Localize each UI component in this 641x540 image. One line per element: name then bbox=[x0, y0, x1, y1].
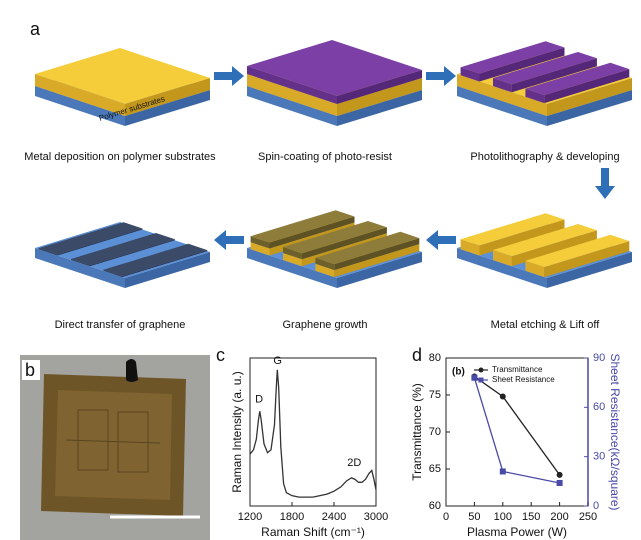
marker bbox=[557, 472, 563, 478]
step-caption: Metal deposition on polymer substrates bbox=[24, 151, 216, 163]
legend-label: Sheet Resistance bbox=[492, 375, 555, 384]
y-axis-label: Transmittance (%) bbox=[410, 383, 424, 481]
arrow bbox=[426, 230, 456, 250]
annotation: 2D bbox=[347, 457, 361, 469]
x-axis-label: Plasma Power (W) bbox=[467, 525, 567, 539]
y-tick-label: 60 bbox=[429, 500, 441, 512]
x-tick-label: 50 bbox=[468, 511, 480, 523]
y-tick-label: 65 bbox=[429, 463, 441, 475]
x-tick-label: 150 bbox=[522, 511, 540, 523]
y2-tick-label: 0 bbox=[593, 500, 599, 512]
arrow bbox=[595, 168, 615, 199]
process-diagram: Polymer substrates bbox=[35, 40, 632, 288]
panel-label: d bbox=[412, 345, 422, 365]
x-tick-label: 100 bbox=[494, 511, 512, 523]
y-tick-label: 80 bbox=[429, 352, 441, 364]
x-tick-label: 2400 bbox=[322, 511, 346, 523]
x-tick-label: 0 bbox=[443, 511, 449, 523]
marker bbox=[557, 480, 563, 486]
arrow bbox=[214, 66, 244, 86]
step-caption: Direct transfer of graphene bbox=[55, 319, 186, 331]
y2-tick-label: 30 bbox=[593, 451, 605, 463]
y-tick-label: 70 bbox=[429, 426, 441, 438]
step-caption: Metal etching & Lift off bbox=[491, 319, 601, 331]
x-tick-label: 3000 bbox=[364, 511, 388, 523]
x-axis-label: Raman Shift (cm⁻¹) bbox=[261, 525, 365, 539]
legend-marker bbox=[479, 368, 484, 373]
line bbox=[474, 378, 559, 483]
x-tick-label: 250 bbox=[579, 511, 597, 523]
arrow bbox=[214, 230, 244, 250]
step-caption: Photolithography & developing bbox=[470, 151, 619, 163]
panel-label: c bbox=[216, 345, 225, 365]
panel-label: b bbox=[25, 360, 35, 380]
plot-frame bbox=[250, 358, 376, 506]
sample-region bbox=[55, 390, 172, 500]
step-caption: Spin-coating of photo-resist bbox=[258, 151, 392, 163]
y2-axis-label: Sheet Resistance(kΩ/square) bbox=[608, 353, 622, 510]
arrow bbox=[426, 66, 456, 86]
y2-tick-label: 60 bbox=[593, 401, 605, 413]
marker bbox=[500, 468, 506, 474]
line bbox=[250, 370, 376, 497]
y-tick-label: 75 bbox=[429, 389, 441, 401]
x-tick-label: 1200 bbox=[238, 511, 262, 523]
annotation: D bbox=[255, 393, 263, 405]
legend-title: (b) bbox=[452, 367, 465, 378]
marker bbox=[500, 393, 506, 399]
legend-label: Transmittance bbox=[492, 365, 543, 374]
photo: b bbox=[20, 355, 210, 540]
figure: Polymer substrates a Metal deposition on… bbox=[0, 0, 641, 540]
x-tick-label: 200 bbox=[550, 511, 568, 523]
panel-label: a bbox=[30, 19, 41, 39]
line bbox=[474, 377, 559, 475]
legend-marker bbox=[479, 378, 484, 383]
x-tick-label: 1800 bbox=[280, 511, 304, 523]
step-caption: Graphene growth bbox=[283, 319, 368, 331]
y2-tick-label: 90 bbox=[593, 352, 605, 364]
y-axis-label: Raman Intensity (a. u.) bbox=[230, 371, 244, 492]
annotation: G bbox=[273, 355, 282, 367]
